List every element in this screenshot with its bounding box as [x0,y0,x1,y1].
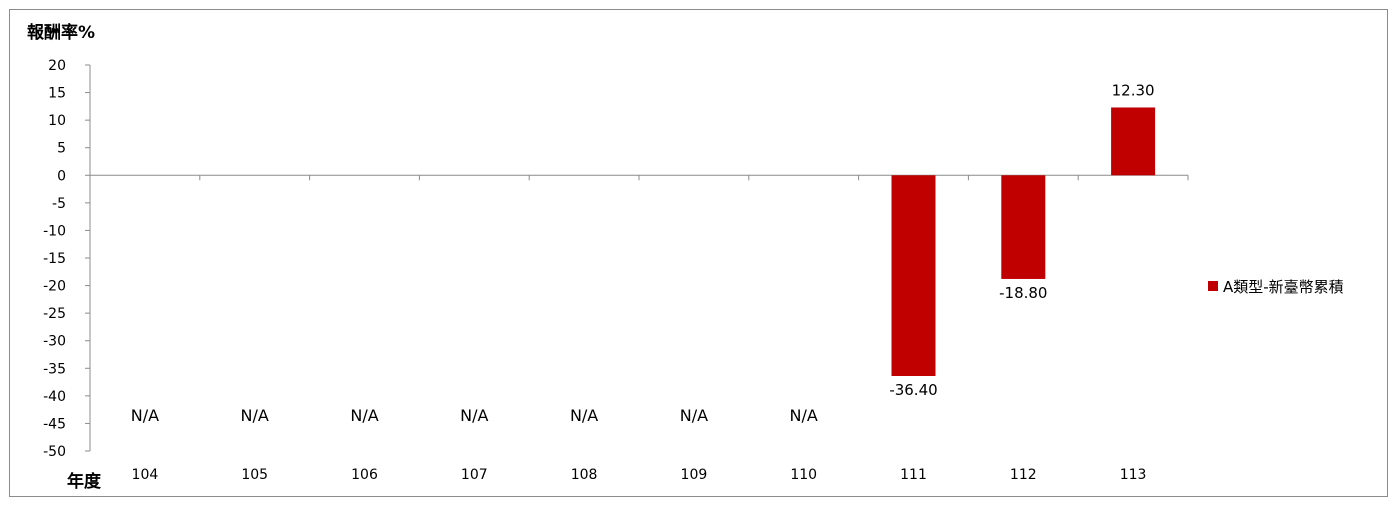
bar [891,175,936,377]
bars [891,107,1156,377]
y-tick-label: 10 [48,113,66,129]
na-label: N/A [131,406,159,425]
na-label: N/A [241,406,269,425]
legend-label: A類型-新臺幣累積 [1223,278,1344,296]
na-label: N/A [680,406,708,425]
x-tick-label: 113 [1120,467,1147,483]
chart-frame [9,9,1388,497]
y-tick-label: -30 [43,334,66,350]
y-tick-label: 20 [48,58,66,74]
x-tick-label: 111 [900,467,927,483]
legend: A類型-新臺幣累積 [1208,278,1344,296]
x-tick-label: 106 [351,467,378,483]
data-labels: N/A N/A N/A N/A N/A N/A N/A -36.40 -18.80 12.30 [131,81,1155,425]
x-tick-label: 108 [571,467,598,483]
y-axis-title: 報酬率% [27,22,95,43]
y-tick-label: 15 [48,86,66,102]
x-tick-label: 109 [681,467,708,483]
legend-swatch [1208,281,1218,291]
data-label: 12.30 [1112,81,1155,99]
y-tick-label: -15 [43,251,66,267]
y-tick-label: -45 [43,416,66,432]
data-label: -36.40 [889,381,937,399]
y-tick-label: -10 [43,223,66,239]
y-tick-label: -20 [43,279,66,295]
na-label: N/A [350,406,378,425]
data-label: -18.80 [999,284,1047,302]
y-axis: 20 15 10 5 0 -5 -10 -15 -20 -25 -30 -35 -40 -45 -50 [43,58,91,460]
x-tick-label: 112 [1010,467,1037,483]
y-tick-label: 5 [57,141,66,157]
x-tick-label: 105 [241,467,268,483]
y-tick-label: 0 [57,168,66,184]
na-label: N/A [460,406,488,425]
y-tick-label: -50 [43,444,66,460]
x-tick-label: 110 [790,467,817,483]
x-tick-label: 104 [132,467,159,483]
x-axis-title: 年度 [67,471,102,492]
y-tick-label: -40 [43,389,66,405]
x-tick-label: 107 [461,467,488,483]
na-label: N/A [570,406,598,425]
na-label: N/A [790,406,818,425]
y-tick-label: -5 [52,196,66,212]
y-tick-label: -25 [43,306,66,322]
bar [1111,107,1156,176]
bar [1001,175,1046,279]
y-tick-label: -35 [43,361,66,377]
